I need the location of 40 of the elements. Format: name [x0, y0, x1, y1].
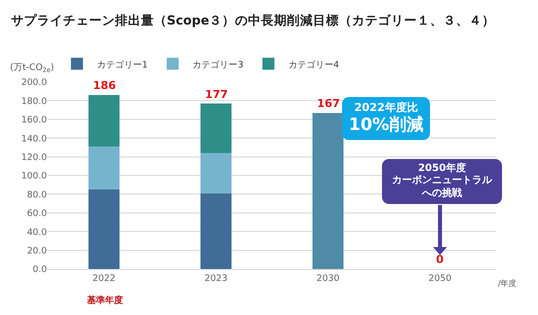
- y-tick-label: 20.0: [26, 246, 48, 256]
- annotation: 2022年度比: [353, 100, 419, 115]
- bar: [88, 95, 120, 147]
- x-tick-label: 2023: [204, 274, 228, 284]
- y-tick-label: 180.0: [21, 96, 48, 107]
- y-tick-label: 160.0: [21, 116, 48, 126]
- x-tick-label: 2030: [316, 274, 340, 284]
- x-tick-label: 2050: [428, 274, 452, 284]
- y-tick-label: 60.0: [26, 209, 48, 220]
- y-tick-label: 200.0: [21, 78, 48, 88]
- callout-box: 2050年度 カーボンニュートラル への挑戦: [382, 158, 502, 204]
- legend-label: カテゴリー3: [192, 59, 244, 70]
- annotation: 2050年度: [417, 162, 467, 175]
- bar: [88, 146, 120, 190]
- annotation: への挑戦: [420, 188, 463, 200]
- y-tick-label: 40.0: [26, 228, 48, 238]
- total-label: 177: [205, 88, 228, 101]
- y-tick-label: 100.0: [21, 172, 48, 182]
- total-label: 186: [93, 79, 116, 92]
- bar: [200, 104, 232, 154]
- x-axis-title: /年度: [498, 279, 517, 288]
- bar: [200, 193, 232, 269]
- legend-label: カテゴリー4: [288, 59, 340, 70]
- y-axis-title: (万t-CO$_{2e}$): [10, 63, 54, 74]
- bar: [200, 153, 232, 194]
- x-tick-label: 2022: [92, 274, 116, 284]
- y-tick-label: 140.0: [21, 134, 48, 144]
- y-tick-label: 80.0: [26, 190, 48, 200]
- bar: [312, 112, 344, 269]
- total-label: 167: [317, 97, 340, 110]
- annotation: カーボンニュートラル: [391, 175, 494, 188]
- annotation: 10%削減: [348, 114, 424, 136]
- total-label: 0: [436, 253, 444, 266]
- chart-title: サプライチェーン排出量（Scope３）の中長期削減目標（カテゴリー１、３、４）: [10, 12, 496, 28]
- y-tick-label: 120.0: [21, 152, 48, 163]
- legend-label: カテゴリー1: [96, 59, 148, 70]
- callout-box: 2022年度比 10%削減: [342, 96, 430, 140]
- y-tick-label: 0.0: [32, 265, 48, 276]
- bar: [88, 190, 120, 269]
- text: 基準年度: [86, 295, 123, 306]
